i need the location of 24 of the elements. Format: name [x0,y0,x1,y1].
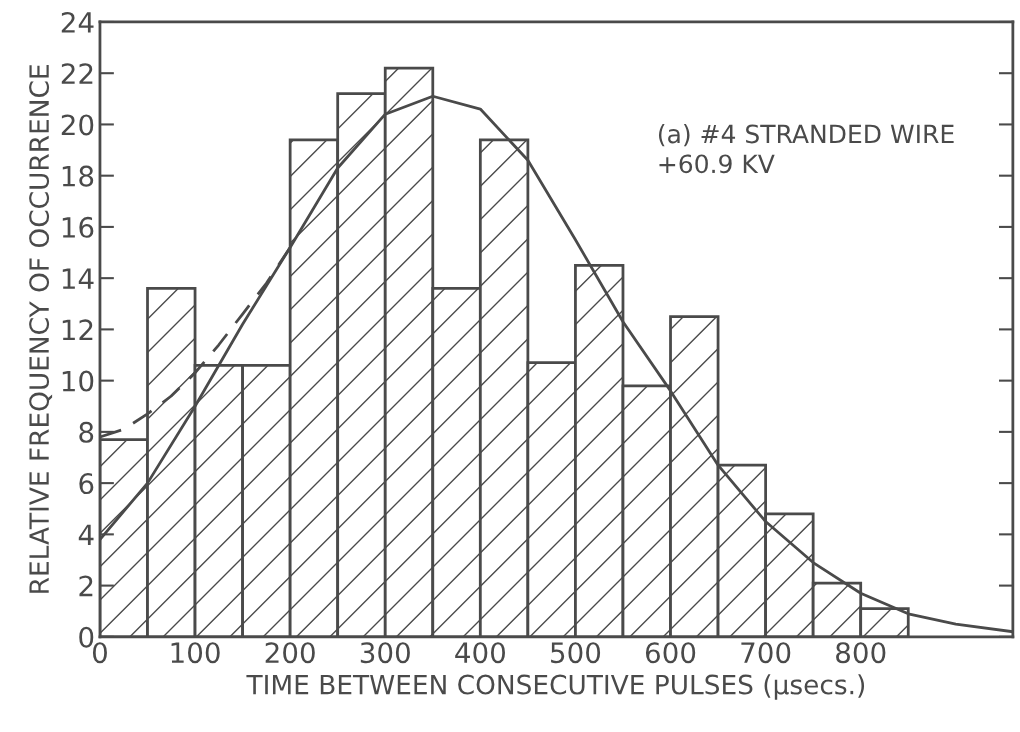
y-tick-label: 16 [62,216,94,238]
annotation: (a) #4 STRANDED WIRE +60.9 KV [658,124,954,174]
y-tick-label: 18 [62,165,94,187]
y-tick-label: 24 [61,11,94,33]
x-tick-label: 600 [645,642,696,664]
y-tick-label: 2 [79,575,93,597]
x-tick-label: 700 [741,642,791,664]
x-tick-label: 100 [171,642,220,664]
x-tick-label: 500 [551,642,601,664]
x-tick-label: 200 [265,642,315,664]
x-axis-title: TIME BETWEEN CONSECUTIVE PULSES (μsecs.) [246,674,865,700]
y-tick-label: 8 [79,421,94,443]
y-tick-label: 12 [62,319,93,340]
y-tick-label: 14 [62,268,94,289]
x-tick-label: 400 [455,642,505,664]
y-axis-title: RELATIVE FREQUENCY OF OCCURRENCE [29,65,53,593]
x-tick-label: 800 [836,642,886,664]
y-tick-label: 4 [78,524,94,545]
x-tick-label: 300 [360,642,410,664]
y-tick-label: 6 [79,473,94,495]
y-tick-label: 10 [62,370,94,392]
y-tick-label: 0 [79,626,94,648]
y-tick-label: 22 [61,63,93,84]
y-tick-label: 20 [61,114,94,136]
